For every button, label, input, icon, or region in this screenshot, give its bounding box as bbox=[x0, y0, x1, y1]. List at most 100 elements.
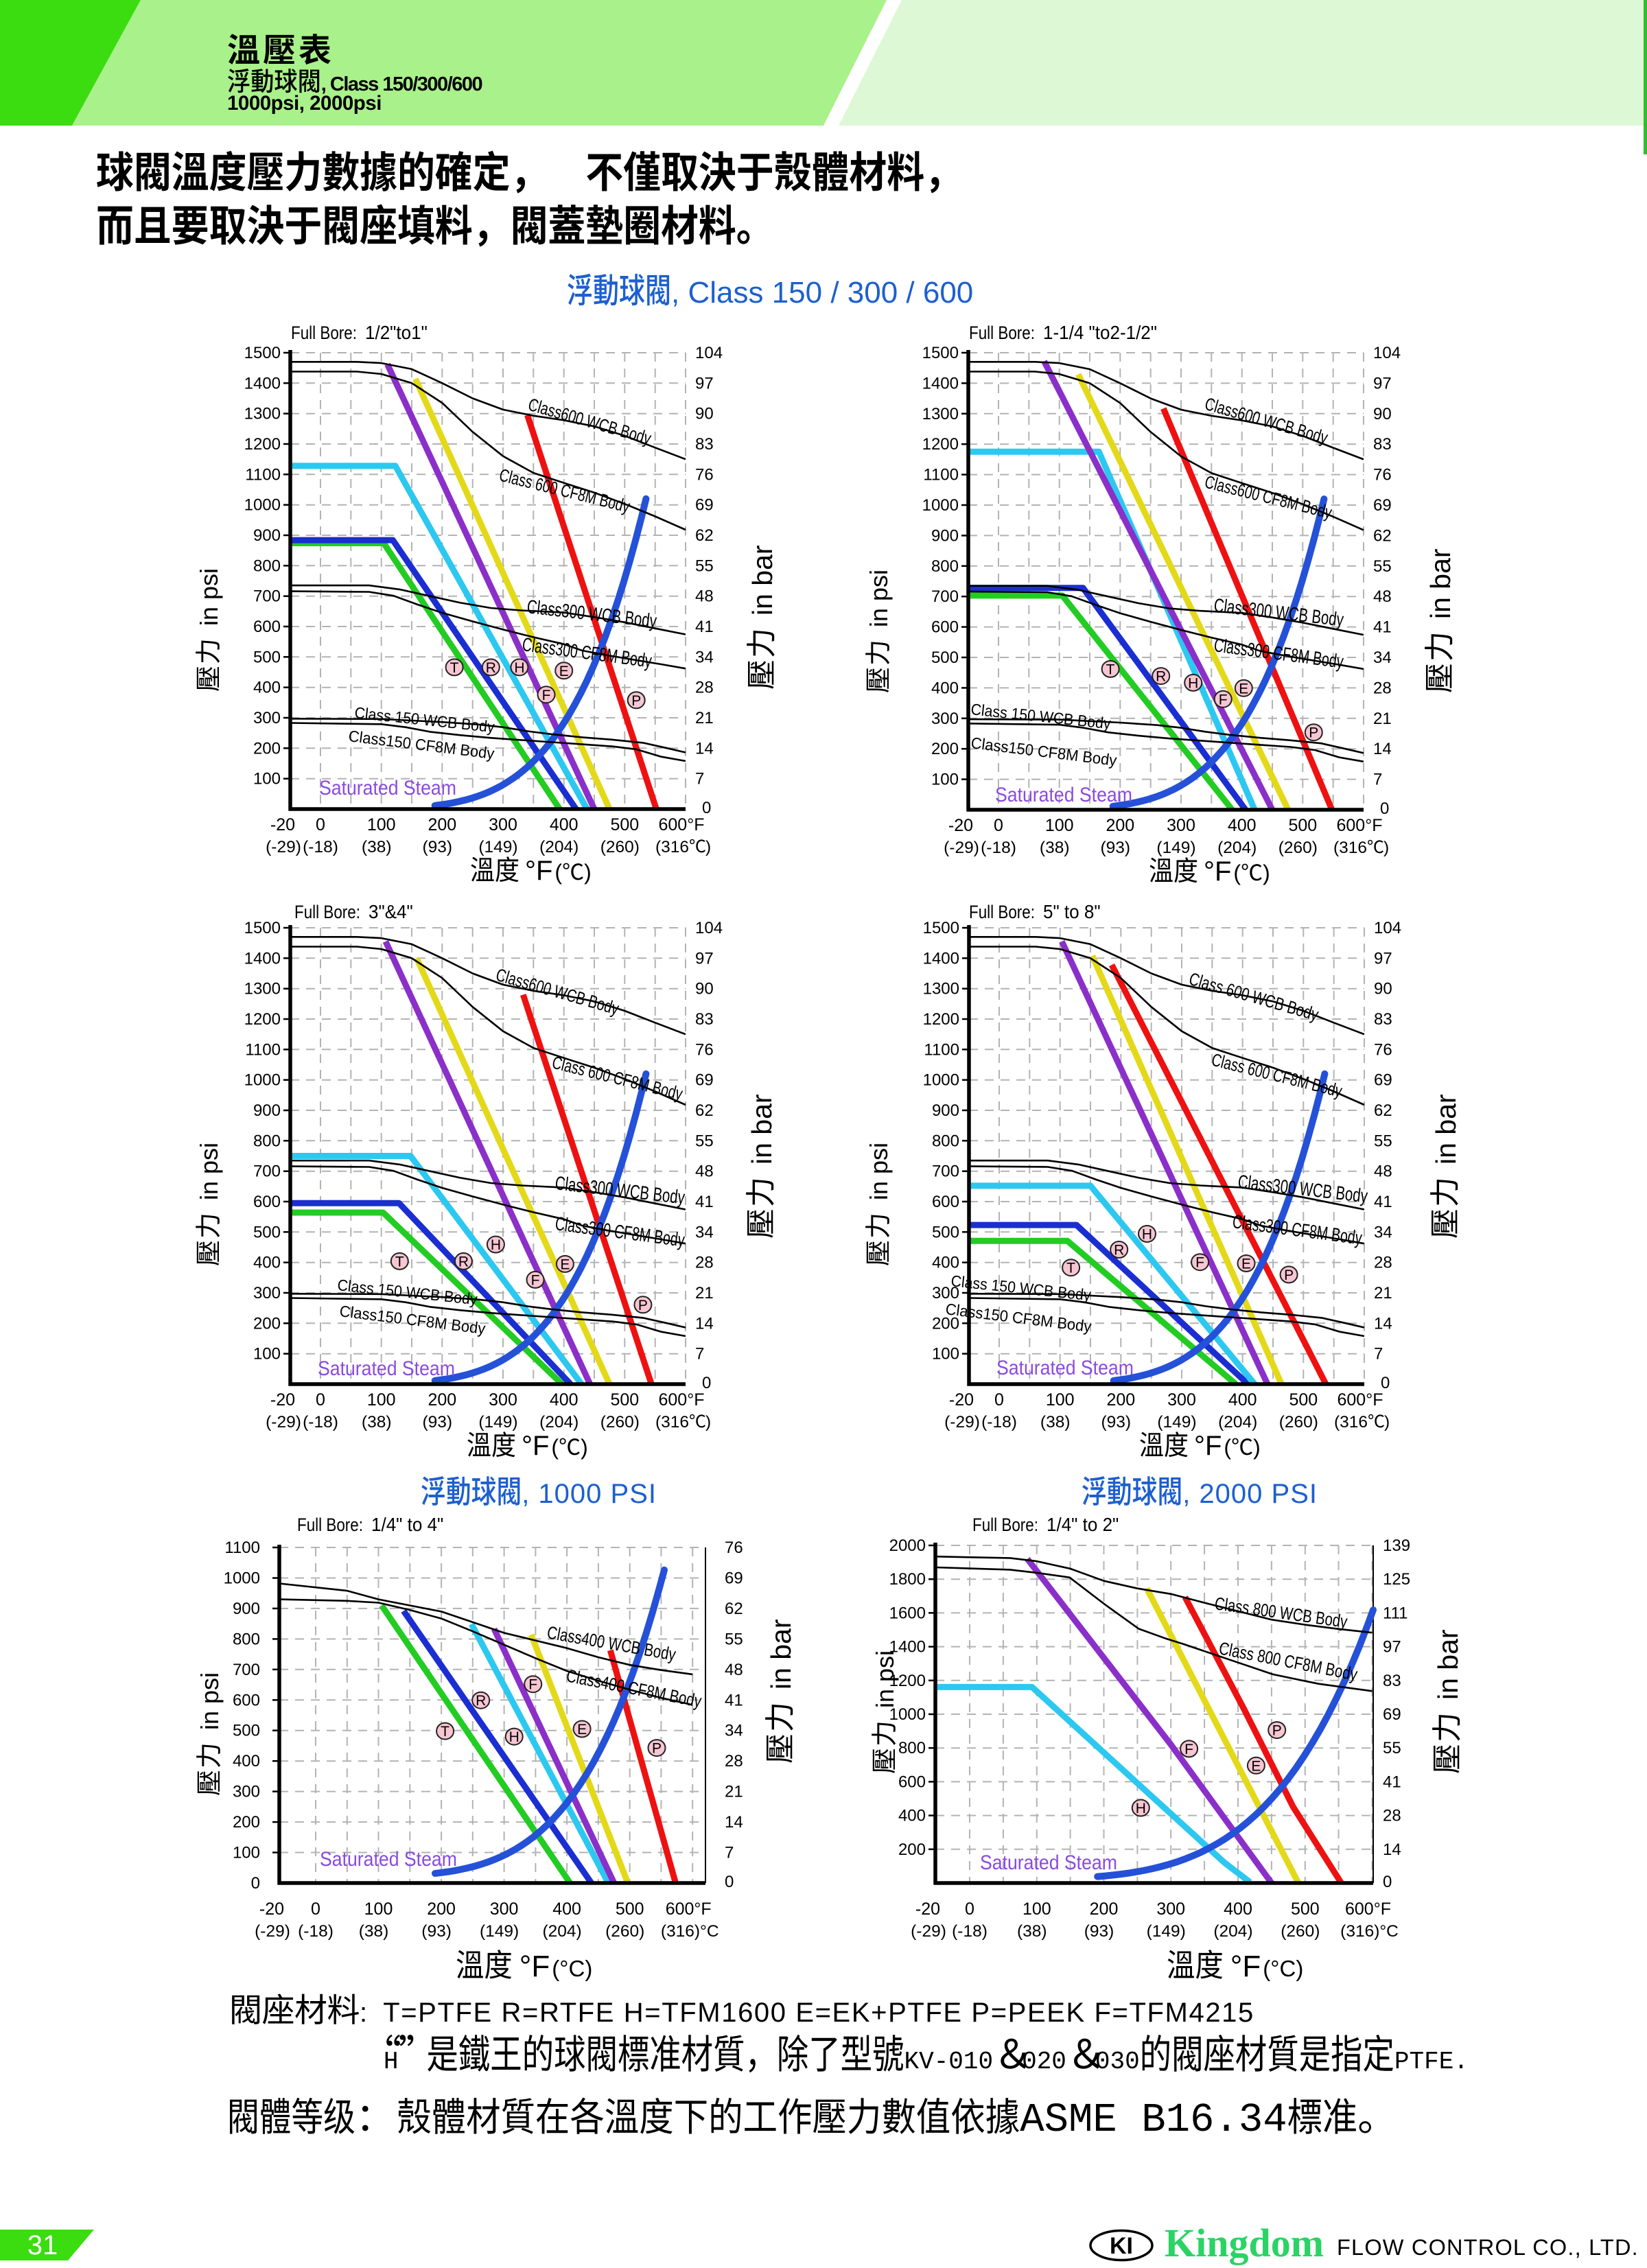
svg-text:200: 200 bbox=[428, 815, 456, 834]
svg-text:): ) bbox=[1383, 839, 1389, 857]
svg-text:900: 900 bbox=[233, 1600, 260, 1618]
svg-text:1600: 1600 bbox=[889, 1604, 926, 1622]
svg-text:55: 55 bbox=[695, 1132, 714, 1150]
svg-text:): ) bbox=[705, 1413, 711, 1431]
svg-text:°F: °F bbox=[1204, 856, 1231, 887]
svg-text:69: 69 bbox=[695, 496, 714, 515]
svg-text:34: 34 bbox=[695, 1223, 714, 1241]
svg-text:F: F bbox=[542, 688, 551, 703]
svg-text:400: 400 bbox=[1228, 816, 1257, 835]
svg-text:83: 83 bbox=[695, 435, 714, 454]
svg-text:21: 21 bbox=[695, 1284, 714, 1302]
svg-text:300: 300 bbox=[1167, 1390, 1196, 1410]
svg-text:, 1000 PSI: , 1000 PSI bbox=[522, 1479, 657, 1509]
svg-text:in bar: in bar bbox=[746, 1094, 778, 1165]
svg-text:3"&4": 3"&4" bbox=[369, 901, 413, 922]
svg-text:1300: 1300 bbox=[922, 405, 959, 423]
svg-text:(: ( bbox=[1233, 861, 1241, 885]
svg-text:800: 800 bbox=[898, 1739, 926, 1757]
svg-text:in psi: in psi bbox=[871, 1650, 899, 1708]
svg-text:(316)°C: (316)°C bbox=[1340, 1922, 1399, 1941]
svg-text:200: 200 bbox=[428, 1390, 456, 1410]
svg-text:, Class 150 / 300 / 600: , Class 150 / 300 / 600 bbox=[671, 276, 973, 309]
svg-text:200: 200 bbox=[1090, 1899, 1119, 1919]
svg-text:400: 400 bbox=[253, 679, 281, 697]
svg-text:600°F: 600°F bbox=[659, 815, 705, 834]
svg-text:1400: 1400 bbox=[923, 949, 959, 968]
svg-text:(149): (149) bbox=[480, 1922, 519, 1941]
svg-text:48: 48 bbox=[695, 1162, 714, 1181]
svg-text:97: 97 bbox=[1374, 949, 1392, 968]
svg-text:104: 104 bbox=[695, 344, 723, 362]
svg-text:500: 500 bbox=[616, 1899, 644, 1919]
svg-text:800: 800 bbox=[233, 1630, 260, 1648]
svg-text:H: H bbox=[1142, 1227, 1152, 1243]
svg-text:1400: 1400 bbox=[244, 949, 281, 968]
svg-text:300: 300 bbox=[489, 1390, 517, 1410]
svg-text:69: 69 bbox=[1383, 1705, 1401, 1724]
svg-text:1/4" to 4": 1/4" to 4" bbox=[371, 1514, 443, 1535]
svg-text:Saturated Steam: Saturated Steam bbox=[980, 1851, 1117, 1875]
svg-text:700: 700 bbox=[931, 587, 959, 606]
svg-text:1/4" to 2": 1/4" to 2" bbox=[1047, 1514, 1119, 1535]
svg-text:100: 100 bbox=[367, 815, 396, 834]
svg-text:500: 500 bbox=[1291, 1899, 1320, 1919]
svg-text:(149): (149) bbox=[1147, 1922, 1186, 1941]
svg-text:500: 500 bbox=[233, 1722, 260, 1740]
svg-text:, Class 150/300/600: , Class 150/300/600 bbox=[321, 73, 482, 95]
svg-text:): ) bbox=[581, 1435, 588, 1460]
svg-text:Full Bore:: Full Bore: bbox=[294, 902, 360, 922]
svg-text:62: 62 bbox=[1373, 526, 1392, 545]
svg-text:62: 62 bbox=[1374, 1101, 1392, 1120]
svg-text:400: 400 bbox=[898, 1807, 926, 1825]
svg-text:0: 0 bbox=[1381, 1374, 1390, 1392]
svg-text:500: 500 bbox=[1289, 1390, 1318, 1410]
svg-text:7: 7 bbox=[695, 770, 704, 788]
svg-text:in psi: in psi bbox=[865, 570, 893, 627]
svg-text:(: ( bbox=[551, 1435, 559, 1460]
svg-text:H: H bbox=[514, 660, 524, 676]
svg-text:0: 0 bbox=[994, 1390, 1004, 1410]
svg-text:-20: -20 bbox=[259, 1899, 284, 1919]
svg-text:Saturated Steam: Saturated Steam bbox=[995, 784, 1132, 807]
svg-text:(-18): (-18) bbox=[952, 1922, 988, 1941]
svg-text:76: 76 bbox=[1374, 1040, 1392, 1059]
svg-text:E: E bbox=[560, 1256, 570, 1272]
svg-text:): ) bbox=[1263, 861, 1270, 885]
svg-text:2000: 2000 bbox=[889, 1536, 926, 1555]
svg-text:-20: -20 bbox=[949, 1390, 974, 1410]
svg-text:): ) bbox=[705, 838, 711, 856]
svg-text:°F: °F bbox=[1230, 1950, 1261, 1983]
svg-text:1300: 1300 bbox=[244, 405, 281, 423]
svg-text:104: 104 bbox=[1374, 919, 1401, 937]
svg-text:): ) bbox=[1253, 1435, 1261, 1460]
svg-text:200: 200 bbox=[253, 1314, 281, 1333]
svg-text:in bar: in bar bbox=[1425, 548, 1456, 619]
svg-text:1000: 1000 bbox=[244, 496, 281, 515]
svg-text:T: T bbox=[395, 1254, 404, 1270]
svg-text:14: 14 bbox=[695, 1314, 714, 1333]
svg-text:600°F: 600°F bbox=[666, 1899, 712, 1919]
svg-text:in bar: in bar bbox=[747, 545, 778, 616]
svg-text:400: 400 bbox=[233, 1752, 260, 1770]
svg-text:200: 200 bbox=[253, 739, 281, 758]
svg-text:400: 400 bbox=[552, 1899, 581, 1919]
svg-text:R: R bbox=[1156, 669, 1166, 685]
svg-text:600°F: 600°F bbox=[659, 1390, 705, 1410]
svg-text:200: 200 bbox=[931, 740, 959, 758]
svg-text:0: 0 bbox=[316, 815, 325, 834]
svg-text:Full Bore:: Full Bore: bbox=[291, 323, 357, 343]
svg-text:1000: 1000 bbox=[923, 1071, 959, 1090]
svg-text:600: 600 bbox=[931, 618, 959, 637]
svg-text:400: 400 bbox=[1224, 1899, 1252, 1919]
svg-text:KI: KI bbox=[1110, 2233, 1133, 2259]
svg-text:400: 400 bbox=[932, 1254, 959, 1272]
svg-text:(: ( bbox=[1224, 1435, 1231, 1460]
svg-text:Saturated Steam: Saturated Steam bbox=[318, 1357, 455, 1381]
svg-text:P: P bbox=[652, 1741, 662, 1757]
svg-text:PTFE.: PTFE. bbox=[1394, 2048, 1469, 2076]
svg-text:°F: °F bbox=[525, 856, 552, 886]
svg-text:F: F bbox=[1195, 1255, 1204, 1271]
svg-text:100: 100 bbox=[253, 1345, 281, 1364]
svg-text:34: 34 bbox=[725, 1722, 743, 1740]
